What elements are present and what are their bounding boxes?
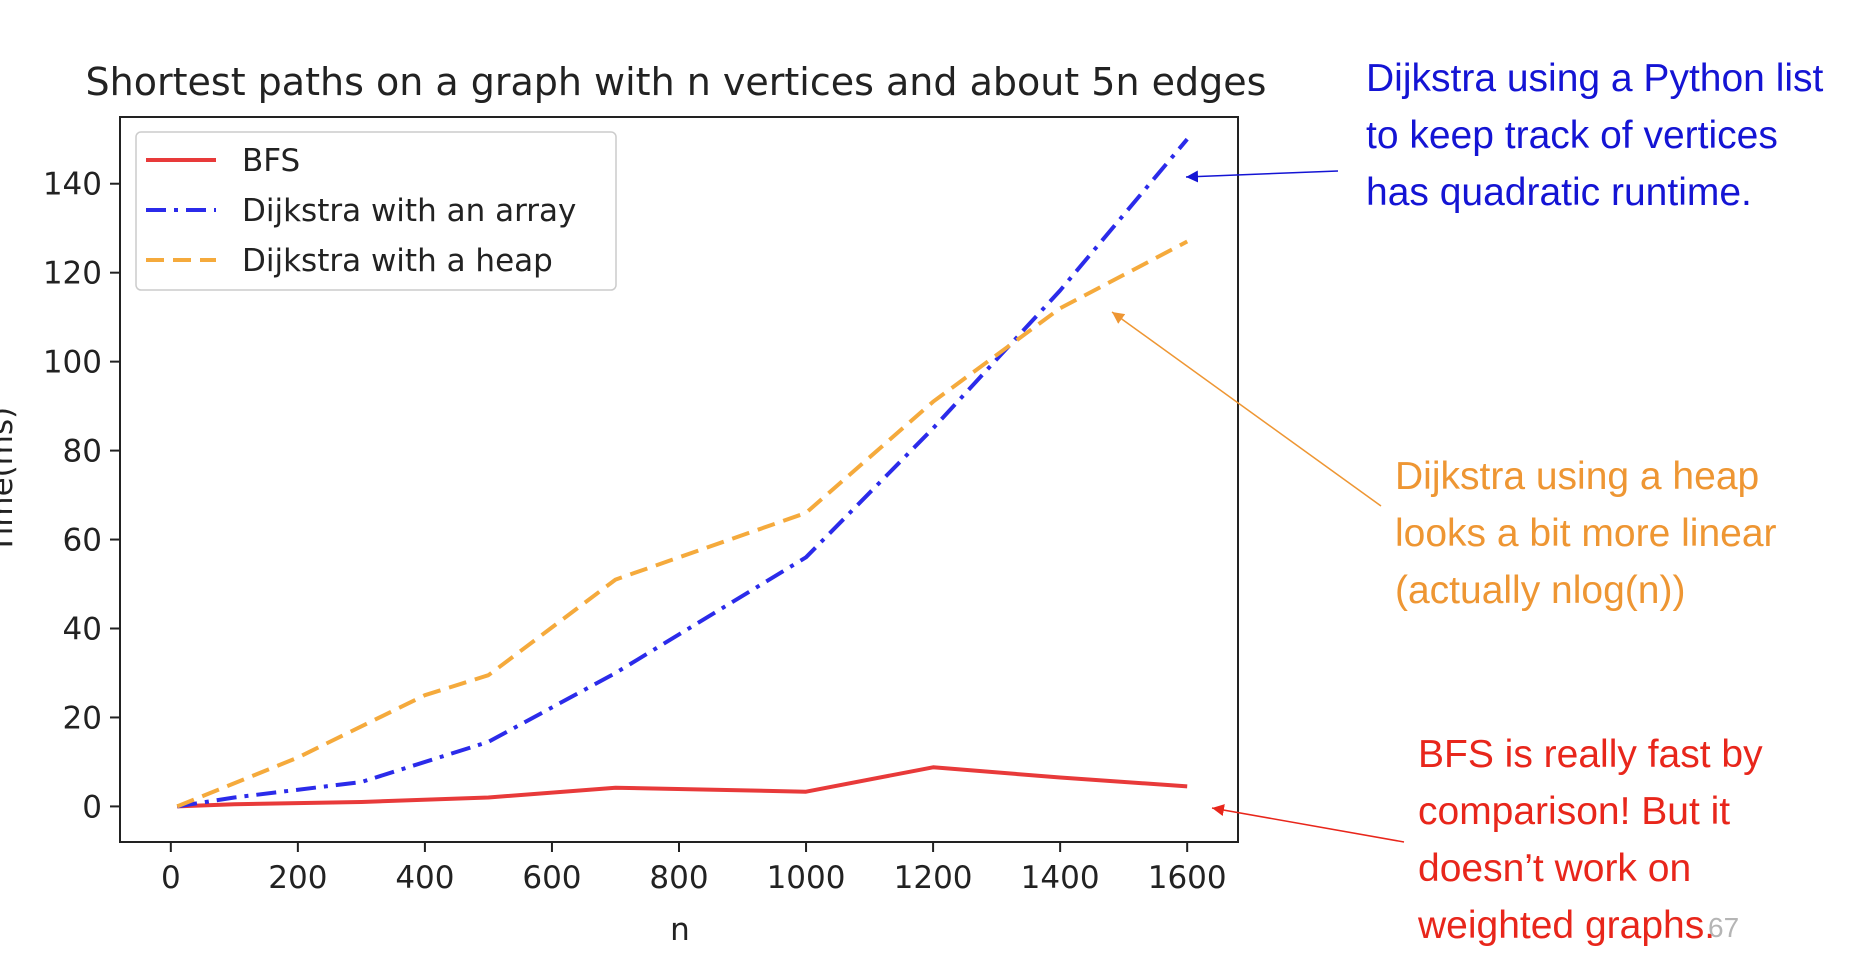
x-tick-label: 800 [649,860,708,896]
series-line-dijkstra-with-a-heap [176,239,1189,809]
y-tick-label: 80 [63,434,102,470]
red-annotation-text: BFS is really fast by comparison! But it… [1418,733,1763,947]
legend-label: Dijkstra with a heap [242,243,553,279]
x-tick-label: 400 [395,860,454,896]
blue-annotation-arrow [1185,170,1339,183]
y-tick-label: 140 [43,167,102,203]
chart-title: Shortest paths on a graph with n vertice… [86,60,1267,104]
series-layer [176,137,1189,809]
y-tick-label: 60 [63,523,102,559]
y-axis-label: Time(ms) [0,407,20,554]
x-tick-label: 1000 [767,860,846,896]
blue-annotation-text: Dijkstra using a Python list to keep tra… [1366,57,1824,214]
x-tick-label: 0 [161,860,181,896]
legend: BFS Dijkstra with an array Dijkstra with a… [135,131,617,291]
y-tick-label: 20 [63,700,102,736]
x-tick-label: 600 [522,860,581,896]
legend-box [135,131,617,291]
y-tick-label: 100 [43,345,102,381]
legend-label: BFS [242,143,300,179]
y-tick-label: 40 [63,612,102,648]
x-tick-label: 1200 [894,860,973,896]
orange-annotation-arrow [1111,311,1382,507]
series-line-bfs [177,765,1188,809]
legend-label: Dijkstra with an array [242,193,576,229]
orange-annotation-text: Dijkstra using a heap looks a bit more l… [1395,455,1777,612]
x-axis-label: n [670,912,690,948]
y-tick-label: 120 [43,256,102,292]
x-tick-label: 1400 [1021,860,1100,896]
red-annotation-arrow [1211,804,1405,843]
x-tick-label: 200 [268,860,327,896]
axis-layer: 0 200 400 600 800 1000 1200 1400 1600 0 20 40 60 80 10… [43,167,1227,896]
x-tick-label: 1600 [1148,860,1227,896]
slide-number: 67 [1708,912,1740,943]
y-tick-label: 0 [82,789,102,825]
